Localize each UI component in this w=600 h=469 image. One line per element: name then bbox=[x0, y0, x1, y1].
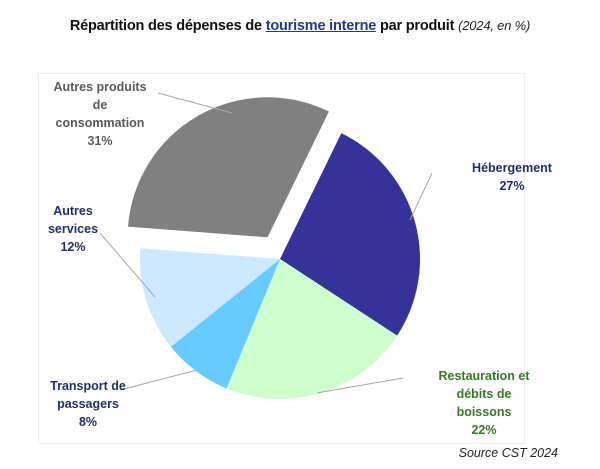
pie-slice-0 bbox=[280, 133, 421, 336]
slice-value-label: 12% bbox=[60, 240, 86, 254]
chart-frame bbox=[38, 73, 525, 444]
slice-value-label: 31% bbox=[87, 134, 113, 148]
slice-label-text: consommation bbox=[55, 116, 145, 130]
title-text: Répartition des dépenses de bbox=[69, 18, 266, 34]
pie-slice-3 bbox=[140, 248, 280, 347]
title-text-end: par produit bbox=[376, 18, 455, 34]
title-link[interactable]: tourisme interne bbox=[265, 18, 377, 34]
leader-line-3 bbox=[99, 232, 156, 298]
slice-label-text: de bbox=[92, 98, 108, 112]
slice-label-0: Hébergement 27% bbox=[472, 159, 552, 195]
slice-label-text: Transport de bbox=[50, 379, 126, 393]
slice-label-3: Autres services 12% bbox=[48, 202, 98, 256]
leader-line-0 bbox=[409, 172, 433, 221]
slice-label-text: services bbox=[47, 222, 99, 236]
slice-label-text: Autres bbox=[53, 204, 93, 218]
slice-value-label: 27% bbox=[499, 179, 525, 193]
slice-label-4: Autres produits de consommation 31% bbox=[53, 78, 146, 150]
slice-label-text: débits de bbox=[456, 387, 512, 401]
slice-label-text: passagers bbox=[57, 397, 119, 411]
chart-source: Source CST 2024 bbox=[458, 446, 558, 460]
leader-line-1 bbox=[316, 377, 404, 394]
chart-subtitle: (2024, en %) bbox=[458, 18, 531, 33]
slice-value-label: 8% bbox=[78, 415, 98, 429]
slice-label-text: Autres produits bbox=[53, 80, 147, 94]
leader-line-4 bbox=[157, 92, 233, 114]
slice-label-text: Restauration et bbox=[438, 369, 530, 383]
slice-value-label: 22% bbox=[471, 423, 497, 437]
pie-slice-2 bbox=[170, 259, 280, 389]
slice-label-text: Hébergement bbox=[472, 161, 552, 175]
pie-slice-4 bbox=[127, 97, 329, 238]
chart-title: Répartition des dépenses de tourisme int… bbox=[0, 18, 600, 34]
slice-label-text: boissons bbox=[456, 405, 512, 419]
slice-label-1: Restauration et débits de boissons 22% bbox=[439, 367, 530, 439]
pie-slice-1 bbox=[226, 259, 398, 399]
leader-line-2 bbox=[119, 369, 198, 391]
slice-label-2: Transport de passagers 8% bbox=[50, 377, 126, 431]
